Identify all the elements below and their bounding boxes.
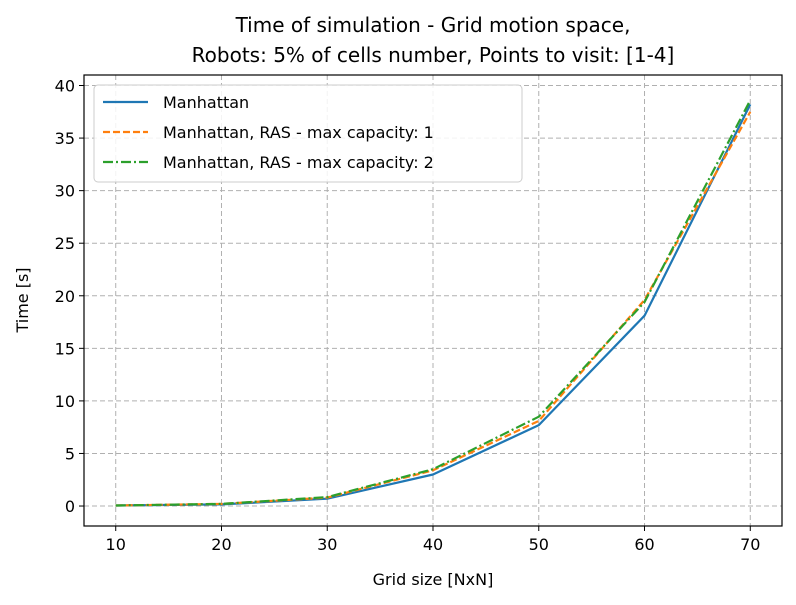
legend-label-3: Manhattan, RAS - max capacity: 2 [163,153,434,172]
y-tick-label: 25 [55,234,75,253]
y-tick-label: 20 [55,287,75,306]
series-lines [115,99,752,507]
x-tick-label: 30 [317,535,337,554]
y-tick-label: 5 [65,444,75,463]
x-tick-label: 50 [529,535,549,554]
legend-label-1: Manhattan [163,93,249,112]
y-tick-label: 30 [55,182,75,201]
x-tick-label: 70 [740,535,760,554]
x-tick-label: 60 [634,535,654,554]
chart-title-line-1: Time of simulation - Grid motion space, [235,13,631,37]
x-tick-label: 10 [106,535,126,554]
y-tick-label: 0 [65,497,75,516]
x-axis-label: Grid size [NxN] [373,570,494,589]
y-tick-label: 40 [55,77,75,96]
legend: Manhattan Manhattan, RAS - max capacity: … [93,84,523,183]
y-axis-label: Time [s] [13,267,32,333]
x-tick-label: 40 [423,535,443,554]
y-tick-label: 15 [55,339,75,358]
series-line-3 [115,99,752,507]
legend-box [93,84,523,183]
x-tick-label: 20 [211,535,231,554]
ticks: 10 20 30 40 50 60 70 0 5 10 15 20 25 30 35 40 [55,77,761,554]
y-tick-label: 35 [55,129,75,148]
chart-title-line-2: Robots: 5% of cells number, Points to vi… [192,43,675,67]
y-tick-label: 10 [55,392,75,411]
legend-label-2: Manhattan, RAS - max capacity: 1 [163,123,434,142]
